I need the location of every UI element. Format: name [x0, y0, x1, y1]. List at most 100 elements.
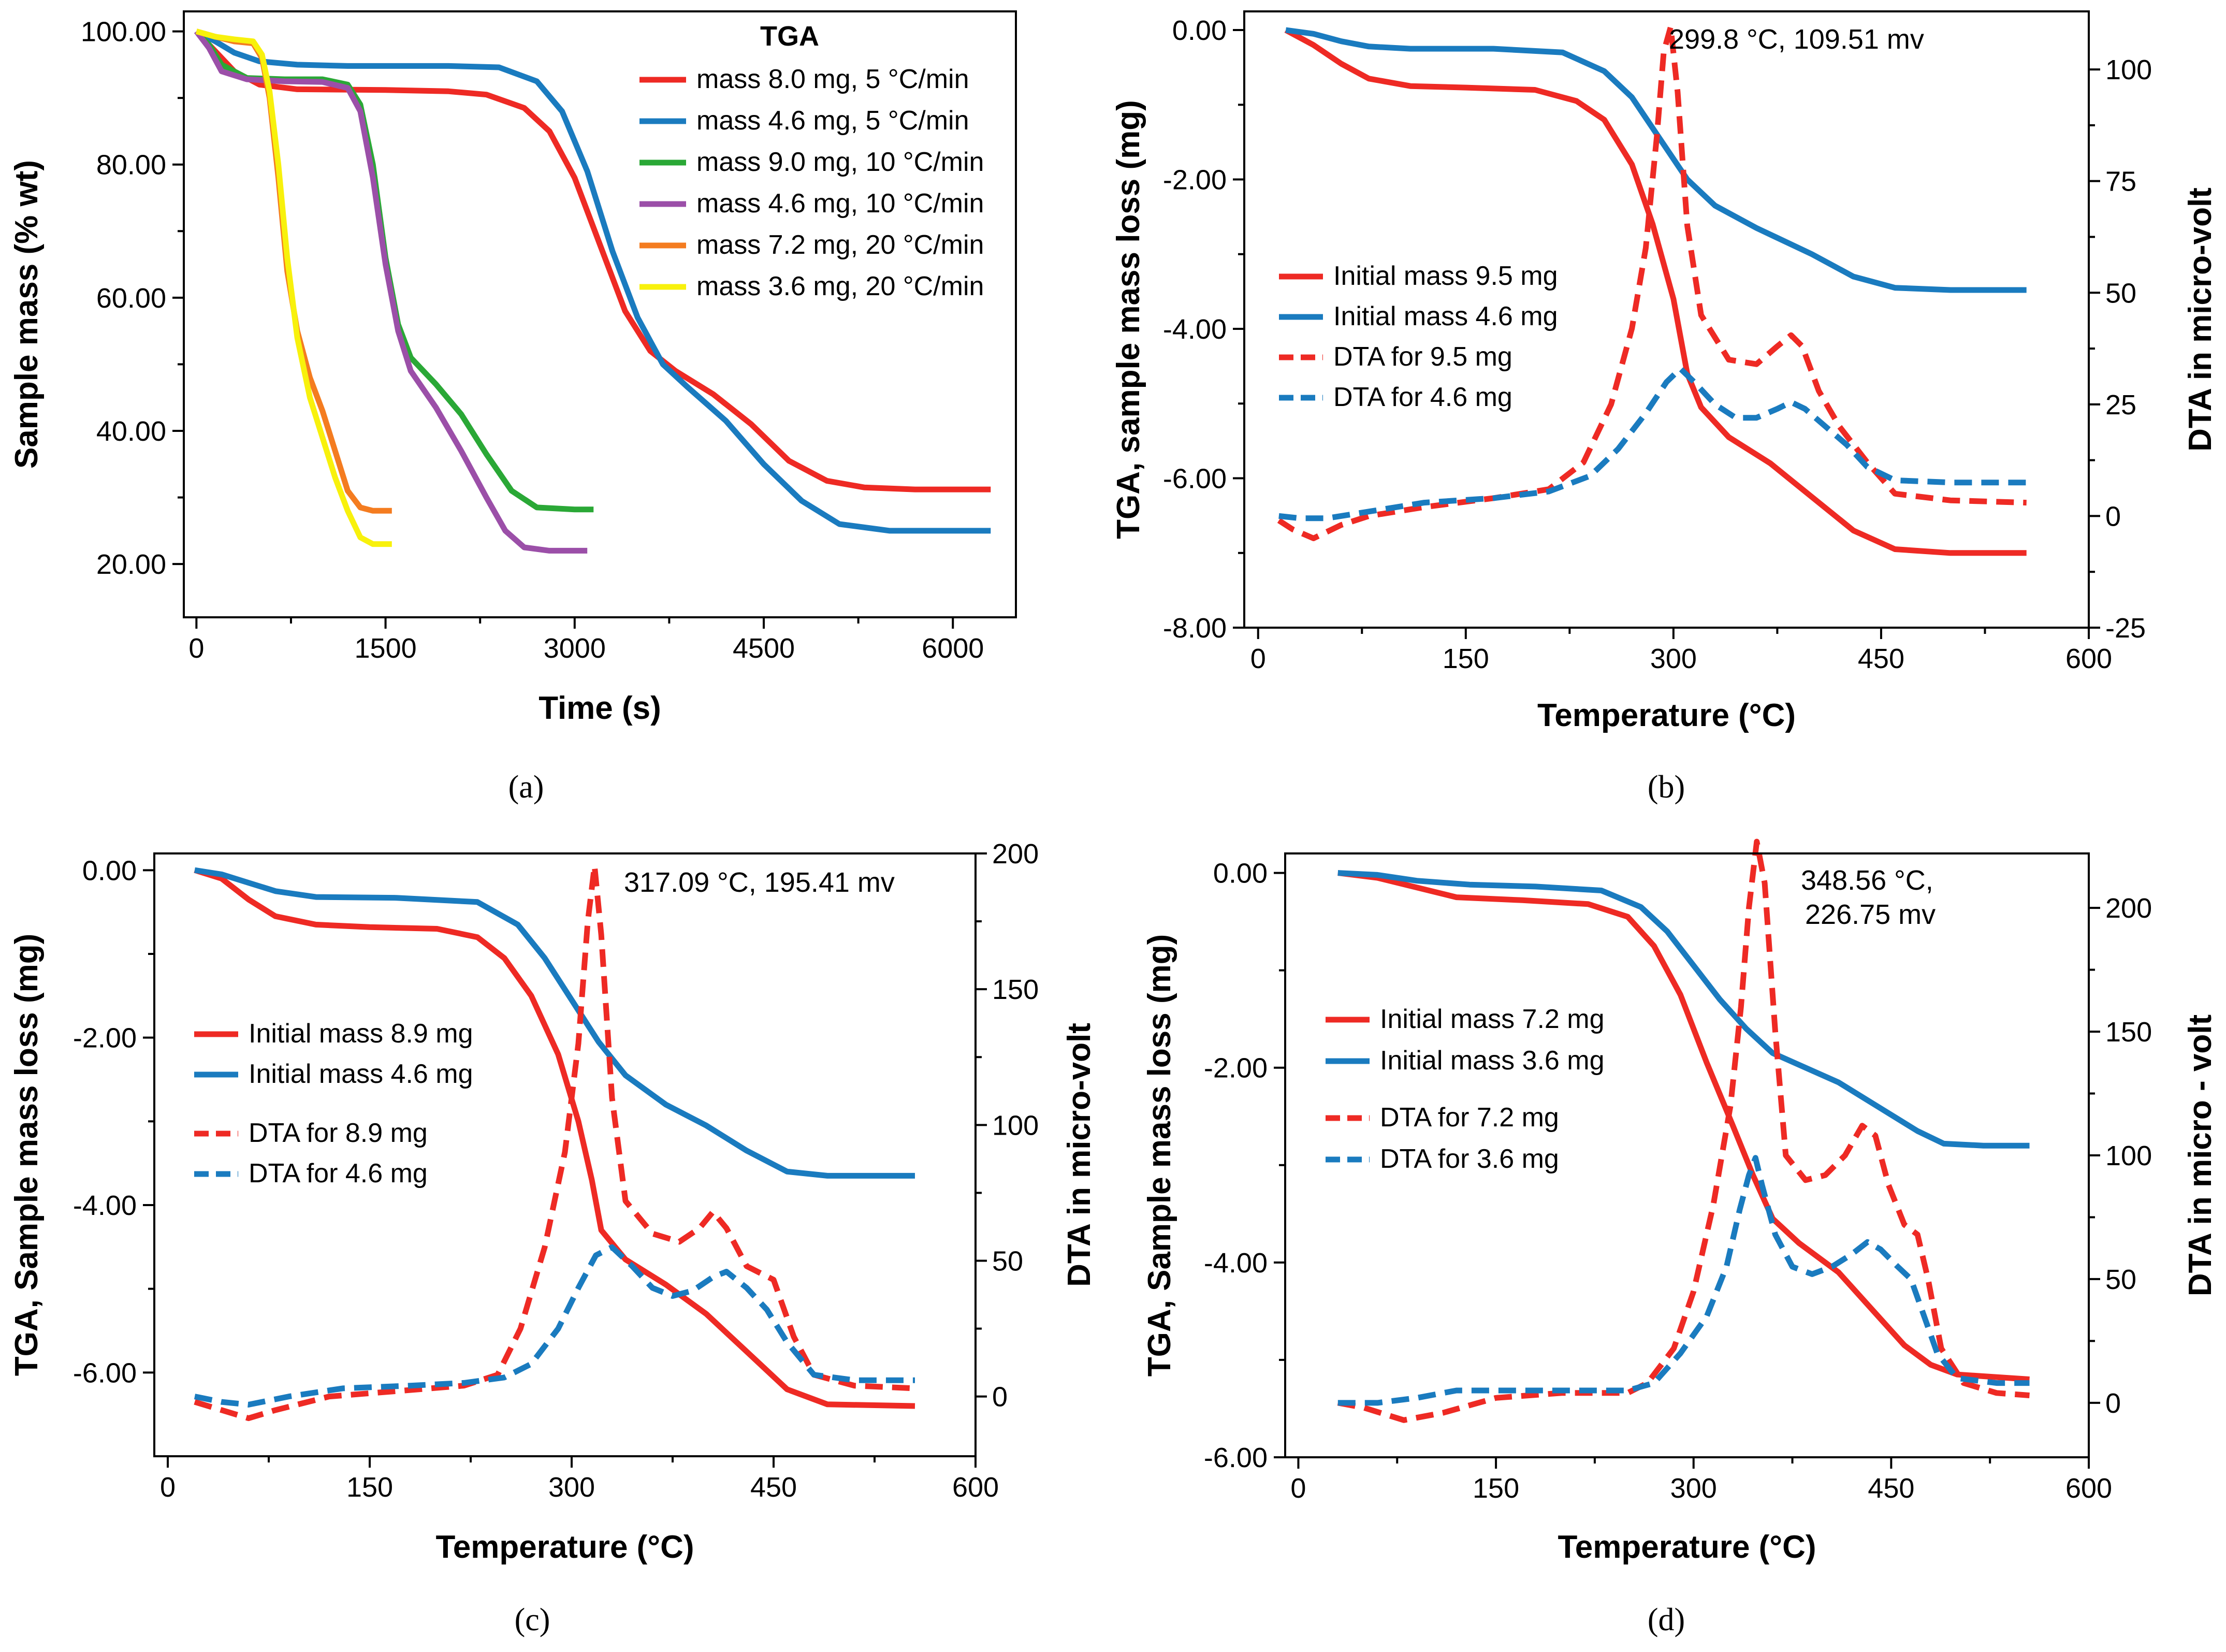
x-tick-label: 450 [750, 1472, 797, 1503]
panel-caption: (a) [508, 770, 544, 805]
peak-annotation: 317.09 °C, 195.41 mv [624, 867, 895, 898]
x-tick-label: 450 [1858, 643, 1904, 674]
x-axis-title: Temperature (°C) [1558, 1529, 1816, 1565]
y-tick-label: -6.00 [1204, 1442, 1268, 1473]
x-tick-label: 150 [346, 1472, 393, 1503]
series-line-2 [1337, 870, 2030, 1149]
y-tick-label: 80.00 [96, 150, 166, 181]
x-tick-label: 1500 [355, 633, 417, 664]
series-line-1 [194, 867, 915, 1409]
y-tick-label: -4.00 [1163, 314, 1227, 345]
x-tick-label: 0 [188, 633, 204, 664]
legend-label: DTA for 9.5 mg [1333, 342, 1512, 372]
x-tick-label: 300 [1670, 1473, 1717, 1504]
y2-axis-title: DTA in micro-volt [1061, 1023, 1097, 1287]
legend-label: DTA for 4.6 mg [249, 1158, 428, 1189]
legend-label: mass 3.6 mg, 20 °C/min [696, 271, 984, 301]
legend-label: Initial mass 7.2 mg [1380, 1004, 1605, 1034]
y2-tick-label: 150 [2105, 1017, 2152, 1048]
y-tick-label: -6.00 [73, 1357, 137, 1388]
panel-caption: (b) [1648, 770, 1685, 805]
x-tick-label: 600 [952, 1472, 999, 1503]
y-tick-label: -4.00 [1204, 1248, 1268, 1279]
y-tick-label: -2.00 [73, 1023, 137, 1054]
legend-label: DTA for 3.6 mg [1380, 1144, 1559, 1174]
x-tick-label: 6000 [922, 633, 984, 664]
y2-tick-label: 150 [992, 974, 1039, 1005]
legend-label: DTA for 4.6 mg [1333, 382, 1512, 412]
y-tick-label: 60.00 [96, 283, 166, 314]
series-line-3 [194, 863, 915, 1422]
y-tick-label: 100.00 [81, 17, 166, 48]
legend-label: Initial mass 4.6 mg [1333, 301, 1558, 331]
x-axis-title: Time (s) [539, 690, 661, 726]
y2-tick-label: 100 [2105, 54, 2152, 85]
y2-axis-title: DTA in micro - volt [2183, 1015, 2218, 1296]
y-tick-label: -4.00 [73, 1190, 137, 1221]
legend-label: DTA for 7.2 mg [1380, 1103, 1559, 1133]
y-tick-label: 20.00 [96, 549, 166, 580]
x-tick-label: 150 [1443, 643, 1489, 674]
legend: Initial mass 7.2 mg Initial mass 3.6 mg DT… [1326, 1004, 1605, 1174]
series-line-4 [194, 30, 588, 554]
x-tick-label: 150 [1473, 1473, 1519, 1504]
series-line-3 [1277, 24, 2027, 541]
y2-tick-label: 50 [2105, 1264, 2136, 1295]
y2-tick-label: 0 [2105, 1388, 2121, 1419]
x-axis-title: Temperature (°C) [1537, 698, 1796, 733]
x-tick-label: 300 [548, 1472, 595, 1503]
x-tick-label: 450 [1868, 1473, 1914, 1504]
legend-label: mass 8.0 mg, 5 °C/min [696, 64, 969, 94]
panel-caption: (c) [515, 1602, 550, 1637]
y-tick-label: -8.00 [1163, 613, 1227, 644]
series-line-4 [194, 1244, 915, 1408]
y-axis-title: TGA, Sample mass loss (mg) [9, 934, 45, 1376]
chart-d: 0 150 300 450 600 -6.00 -4.00 -2.00 0.00 0 50 100 15… [1142, 838, 2218, 1637]
legend-label: Initial mass 9.5 mg [1333, 261, 1558, 291]
plot-frame [1243, 10, 2090, 629]
series-line-1 [1284, 27, 2027, 556]
peak-annotation: 226.75 mv [1805, 899, 1936, 930]
peak-annotation: 299.8 °C, 109.51 mv [1669, 24, 1924, 55]
y2-tick-label: 50 [992, 1245, 1023, 1277]
series-line-1 [1337, 870, 2030, 1382]
y-tick-label: 0.00 [82, 855, 137, 886]
y2-tick-label: -25 [2105, 613, 2146, 644]
y-tick-label: -2.00 [1204, 1053, 1268, 1084]
x-tick-label: 0 [160, 1472, 176, 1503]
legend-label: DTA for 8.9 mg [249, 1118, 428, 1148]
x-tick-label: 0 [1290, 1473, 1306, 1504]
series-line-1 [194, 29, 991, 492]
legend-title: TGA [760, 21, 819, 52]
y-tick-label: -6.00 [1163, 463, 1227, 495]
y2-tick-label: 0 [992, 1382, 1008, 1413]
legend-label: mass 4.6 mg, 10 °C/min [696, 189, 984, 219]
series-line-2 [195, 28, 991, 534]
panel-caption: (d) [1648, 1602, 1685, 1637]
y2-tick-label: 100 [992, 1110, 1039, 1141]
y-tick-label: 0.00 [1172, 15, 1227, 46]
legend: TGA mass 8.0 mg, 5 °C/min mass 4.6 mg, 5 °… [639, 21, 984, 301]
y2-tick-label: 0 [2105, 501, 2121, 532]
chart-b: 0 150 300 450 600 -8.00 -6.00 -4.00 -2.00 0.00 -25… [1111, 10, 2218, 805]
y-axis-title: Sample mass (% wt) [9, 160, 45, 469]
x-tick-label: 3000 [544, 633, 606, 664]
chart-a: 0 1500 3000 4500 6000 20.00 40.00 60.00 80.00 100… [9, 10, 1017, 805]
legend-label: Initial mass 3.6 mg [1380, 1046, 1605, 1076]
y-axis-title: TGA, Sample mass loss (mg) [1142, 934, 1177, 1376]
series-line-2 [194, 867, 915, 1179]
x-tick-label: 4500 [733, 633, 795, 664]
legend-label: Initial mass 4.6 mg [249, 1059, 473, 1089]
x-tick-label: 0 [1250, 643, 1266, 674]
series-line-4 [1337, 1155, 2030, 1406]
y2-tick-label: 75 [2105, 166, 2136, 197]
series-line-2 [1285, 27, 2027, 293]
x-tick-label: 600 [2065, 643, 2112, 674]
y2-tick-label: 200 [992, 838, 1039, 870]
chart-c: 0 150 300 450 600 -6.00 -4.00 -2.00 0.00 0 50 100 15… [9, 838, 1097, 1637]
y2-tick-label: 25 [2105, 389, 2136, 421]
legend-label: mass 7.2 mg, 20 °C/min [696, 230, 984, 260]
y2-axis-title: DTA in micro-volt [2183, 187, 2218, 452]
y-tick-label: 40.00 [96, 416, 166, 447]
